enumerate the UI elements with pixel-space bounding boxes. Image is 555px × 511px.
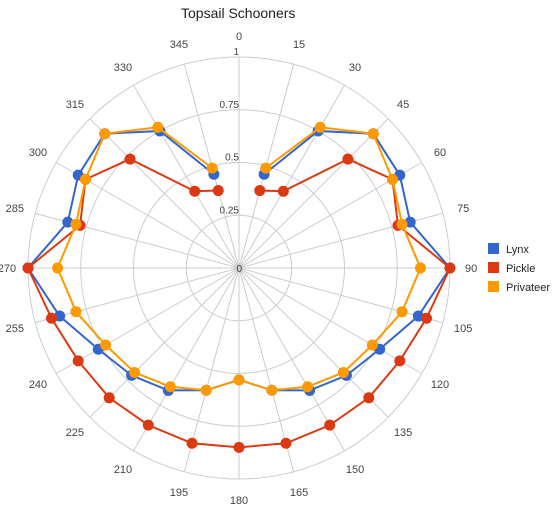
data-point[interactable] (302, 381, 314, 393)
grid-spoke (133, 267, 240, 451)
radial-tick-label: 0.5 (225, 153, 239, 164)
radial-tick-label: 0 (236, 264, 242, 275)
radial-tick-label: 0.75 (220, 100, 240, 111)
data-point[interactable] (45, 312, 57, 324)
data-point[interactable] (260, 162, 272, 174)
data-point[interactable] (366, 339, 378, 351)
data-point[interactable] (324, 419, 336, 431)
angle-tick-label: 270 (0, 263, 16, 275)
grid-spoke (56, 267, 240, 374)
data-point[interactable] (367, 128, 379, 140)
data-point[interactable] (124, 153, 136, 165)
legend-swatch (488, 262, 499, 273)
data-point[interactable] (233, 441, 245, 453)
data-point[interactable] (280, 437, 292, 449)
grid-spoke (238, 267, 443, 324)
data-point[interactable] (396, 218, 408, 230)
data-point[interactable] (394, 355, 406, 367)
grid-spoke (133, 85, 240, 269)
data-point[interactable] (189, 185, 201, 197)
data-point[interactable] (70, 306, 82, 318)
radial-axis-labels: 0 0.25 0.5 0.75 1 (220, 47, 243, 275)
angle-tick-label: 15 (293, 39, 305, 51)
legend: Lynx Pickle Privateer (488, 243, 550, 294)
grid-spoke (238, 118, 389, 269)
legend-label: Privateer (506, 282, 550, 294)
angle-tick-label: 120 (431, 379, 449, 391)
data-point[interactable] (22, 262, 34, 274)
grid-spoke (89, 118, 240, 269)
legend-label: Pickle (506, 263, 535, 275)
data-point[interactable] (266, 384, 278, 396)
data-point[interactable] (186, 437, 198, 449)
radial-tick-label: 1 (233, 47, 239, 58)
angle-tick-label: 255 (6, 323, 24, 335)
grid-spoke (238, 267, 422, 374)
data-point[interactable] (337, 366, 349, 378)
grid-spoke (89, 267, 240, 418)
data-point[interactable] (444, 262, 456, 274)
series-privateer (52, 121, 426, 396)
angle-tick-label: 240 (29, 379, 47, 391)
data-point[interactable] (70, 218, 82, 230)
grid-spoke (238, 267, 345, 451)
angle-tick-label: 150 (346, 464, 364, 476)
grid-spoke (183, 267, 240, 472)
data-point[interactable] (212, 185, 224, 197)
series (22, 121, 456, 453)
data-point[interactable] (103, 392, 115, 404)
angle-tick-label: 90 (465, 263, 477, 275)
radial-tick-label: 0.25 (220, 205, 240, 216)
data-point[interactable] (52, 262, 64, 274)
angle-tick-label: 330 (114, 62, 132, 74)
data-point[interactable] (152, 121, 164, 133)
chart-title: Topsail Schooners (181, 5, 295, 21)
data-point[interactable] (142, 419, 154, 431)
data-point[interactable] (314, 121, 326, 133)
grid-spoke (238, 267, 389, 418)
angle-tick-label: 345 (170, 39, 188, 51)
data-point[interactable] (342, 153, 354, 165)
angle-tick-label: 285 (6, 203, 24, 215)
data-point[interactable] (206, 162, 218, 174)
grid-spoke (238, 267, 295, 472)
data-point[interactable] (200, 384, 212, 396)
data-point[interactable] (414, 262, 426, 274)
legend-swatch (488, 281, 499, 292)
data-point[interactable] (100, 339, 112, 351)
data-point[interactable] (254, 185, 266, 197)
data-point[interactable] (233, 374, 245, 386)
data-point[interactable] (99, 128, 111, 140)
data-point[interactable] (363, 392, 375, 404)
angle-axis-labels: 0 15 30 45 60 75 90 105 120 135 150 165 180 195 210 225… (0, 31, 477, 507)
angle-tick-label: 45 (397, 99, 409, 111)
angle-tick-label: 75 (457, 203, 469, 215)
data-point[interactable] (421, 312, 433, 324)
data-point[interactable] (277, 185, 289, 197)
data-point[interactable] (396, 306, 408, 318)
data-point[interactable] (386, 173, 398, 185)
angle-tick-label: 225 (66, 427, 84, 439)
angle-tick-label: 315 (66, 99, 84, 111)
grid-spoke (35, 267, 240, 324)
angle-tick-label: 30 (349, 62, 361, 74)
angle-tick-label: 165 (290, 487, 308, 499)
grid-spoke (238, 85, 345, 269)
data-point[interactable] (164, 381, 176, 393)
angle-tick-label: 195 (170, 487, 188, 499)
angle-tick-label: 300 (29, 147, 47, 159)
data-point[interactable] (72, 355, 84, 367)
legend-swatch (488, 243, 499, 254)
legend-label: Lynx (506, 244, 529, 256)
angle-tick-label: 210 (114, 464, 132, 476)
angle-tick-label: 0 (236, 31, 242, 43)
angle-tick-label: 60 (434, 147, 446, 159)
data-point[interactable] (129, 366, 141, 378)
data-point[interactable] (80, 173, 92, 185)
angle-tick-label: 135 (394, 427, 412, 439)
angle-tick-label: 105 (454, 323, 472, 335)
angle-tick-label: 180 (230, 495, 248, 507)
